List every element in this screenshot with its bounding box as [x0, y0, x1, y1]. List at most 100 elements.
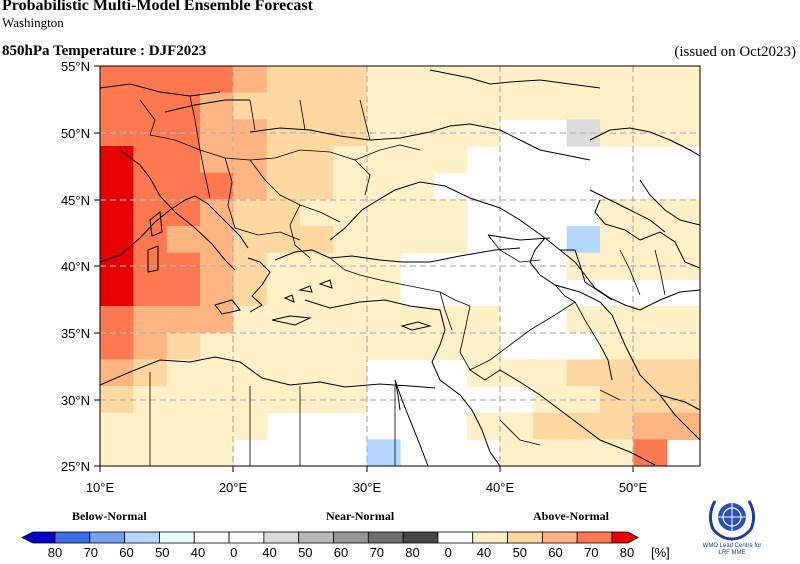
- probability-cell: [433, 226, 468, 254]
- legend-color-box: [159, 531, 195, 544]
- probability-cell: [633, 359, 668, 387]
- map-title: 850hPa Temperature : DJF2023: [2, 43, 207, 59]
- legend-tick-label: 40: [191, 545, 205, 560]
- probability-cell: [266, 279, 301, 307]
- probability-cell: [333, 359, 368, 387]
- probability-cell: [366, 66, 401, 94]
- legend-unit: [%]: [651, 545, 670, 560]
- probability-cell: [400, 146, 434, 174]
- probability-cell: [600, 412, 634, 440]
- probability-cell: [133, 279, 168, 307]
- legend-color-box: [472, 531, 508, 544]
- legend-arrow-high: [611, 531, 639, 544]
- lat-label-50: 50°N: [61, 126, 90, 141]
- probability-cell: [266, 226, 301, 254]
- probability-cell: [200, 92, 234, 120]
- probability-cell: [266, 172, 301, 200]
- probability-cell: [100, 226, 134, 254]
- probability-cell: [100, 412, 134, 440]
- islands: [147, 211, 432, 331]
- probability-cell: [500, 92, 534, 120]
- probability-cell: [166, 332, 201, 360]
- legend-color-box: [576, 531, 613, 544]
- legend-tick-label: 50: [513, 545, 527, 560]
- probability-cell: [566, 359, 601, 387]
- lat-label-45: 45°N: [61, 193, 90, 208]
- lat-label-35: 35°N: [61, 326, 90, 341]
- wmo-emblem-icon: [708, 500, 756, 541]
- probability-cell: [133, 146, 168, 174]
- probability-cell: [533, 92, 568, 120]
- probability-cell: [300, 332, 334, 360]
- probability-cell: [233, 359, 268, 387]
- probability-cell: [366, 439, 401, 466]
- probability-cell: [633, 92, 668, 120]
- probability-cell: [166, 412, 201, 440]
- probability-cell: [400, 66, 434, 94]
- probability-cell: [400, 332, 434, 360]
- probability-cell: [600, 226, 634, 254]
- probability-cell: [633, 66, 668, 94]
- legend-color-box: [437, 531, 474, 544]
- probability-cell: [333, 66, 368, 94]
- probability-cell: [666, 359, 700, 387]
- legend-color-box: [263, 531, 300, 544]
- legend-tick-label: 60: [119, 545, 133, 560]
- lat-label-30: 30°N: [61, 393, 90, 408]
- probability-cell: [600, 306, 634, 334]
- probability-cell: [466, 306, 501, 334]
- probability-cell: [233, 226, 268, 254]
- probability-cell: [333, 92, 368, 120]
- page-title: Probabilistic Multi-Model Ensemble Forec…: [2, 0, 313, 14]
- probability-cell: [133, 66, 168, 94]
- probability-cell: [666, 306, 700, 334]
- probability-cell: [466, 92, 501, 120]
- probability-cell: [133, 172, 168, 200]
- probability-cell: [200, 306, 234, 334]
- probability-cell: [166, 199, 201, 227]
- probability-cell: [200, 412, 234, 440]
- probability-cell: [333, 279, 368, 307]
- probability-cell: [566, 92, 601, 120]
- probability-cell: [400, 226, 434, 254]
- probability-cell: [500, 66, 534, 94]
- probability-cell: [300, 92, 334, 120]
- legend-tick-label: 40: [262, 545, 276, 560]
- probability-cell: [366, 226, 401, 254]
- probability-cell: [666, 412, 700, 440]
- legend-color-box: [333, 531, 369, 544]
- probability-cell: [566, 412, 601, 440]
- probability-cell: [266, 306, 301, 334]
- probability-cell: [133, 92, 168, 120]
- page-subtitle: Washington: [2, 15, 64, 30]
- probability-cell: [200, 66, 234, 94]
- probability-cell: [233, 66, 268, 94]
- probability-cell: [166, 279, 201, 307]
- probability-cell: [266, 146, 301, 174]
- lat-label-40: 40°N: [61, 259, 90, 274]
- legend-tick-label: 80: [405, 545, 419, 560]
- map-axes: [94, 65, 634, 472]
- probability-cell: [100, 66, 134, 94]
- legend-below-label: Below-Normal: [72, 509, 147, 523]
- probability-cell: [466, 332, 501, 360]
- legend-color-box: [541, 531, 578, 544]
- probability-cell: [100, 332, 134, 360]
- lat-label-25: 25°N: [61, 459, 90, 474]
- probability-cell: [366, 306, 401, 334]
- probability-cell: [633, 412, 668, 440]
- lon-label-10: 10°E: [86, 480, 115, 495]
- legend-tick-label: 50: [298, 545, 312, 560]
- logo-line-2: LRF MME: [719, 550, 746, 556]
- probability-cell: [166, 226, 201, 254]
- probability-cell: [400, 92, 434, 120]
- lon-label-40: 40°E: [486, 480, 515, 495]
- legend-tick-label: 80: [620, 545, 634, 560]
- probability-cell: [433, 66, 468, 94]
- legend-color-box: [402, 531, 439, 544]
- probability-cell: [366, 146, 401, 174]
- legend-tick-label: 40: [477, 545, 491, 560]
- probability-cell: [100, 439, 134, 466]
- probability-cell: [233, 199, 268, 227]
- probability-cell: [100, 306, 134, 334]
